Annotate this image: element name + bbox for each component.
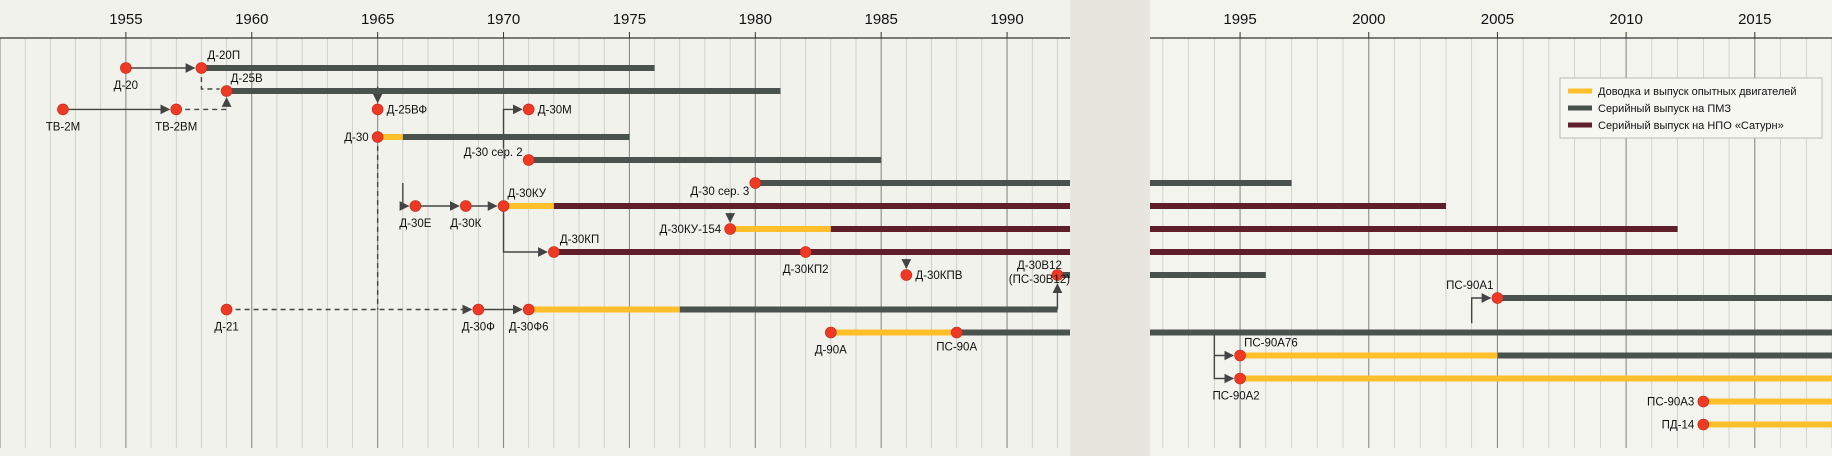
engine-label: Д-30В12 (ПС-30В12) <box>1009 260 1070 286</box>
tick-label: 2000 <box>1352 11 1385 28</box>
engine-point <box>522 103 535 116</box>
engine-label: Д-30КУ-154 <box>660 224 722 236</box>
engine-label: Д-30КПВ <box>915 270 962 282</box>
engine-label: Д-30Е <box>399 218 431 230</box>
engine-label: Д-30К <box>450 218 481 230</box>
tick-label: 2010 <box>1609 11 1642 28</box>
tick-label: 1995 <box>1223 11 1256 28</box>
connector-line <box>1471 293 1492 324</box>
engine-label: Д-30 сер. 3 <box>690 186 749 198</box>
engine-label: ПД-14 <box>1662 420 1695 432</box>
legend: Доводка и выпуск опытных двигателей Серий… <box>1559 77 1823 139</box>
engine-point <box>220 303 233 316</box>
legend-label-dev: Доводка и выпуск опытных двигателей <box>1598 86 1797 98</box>
engine-label: Д-30КП2 <box>783 264 829 276</box>
connectors <box>62 63 1492 384</box>
tick-label: 1980 <box>739 11 772 28</box>
tick-label: 1970 <box>487 11 520 28</box>
engine-point <box>120 62 132 74</box>
engine-label: ПС-90А3 <box>1647 397 1694 409</box>
engine-point <box>1051 269 1064 281</box>
engine-point <box>749 177 762 189</box>
connector-line <box>502 206 548 257</box>
engine-point <box>459 200 472 212</box>
tick-label: 1955 <box>109 11 142 28</box>
tick-label: 1990 <box>990 11 1023 28</box>
engine-point <box>170 103 183 116</box>
engine-label: Д-90А <box>815 345 847 357</box>
engine-label: ТВ-2ВМ <box>155 121 197 133</box>
engine-point <box>409 200 422 212</box>
engine-label: Д-30Ф <box>462 322 495 334</box>
tick-label: 1965 <box>361 11 394 28</box>
engine-point <box>1234 372 1246 385</box>
engine-label: Д-30 сер. 2 <box>464 147 523 159</box>
engine-label: ПС-90А <box>936 342 977 354</box>
engine-point <box>522 303 535 316</box>
legend-box <box>1559 77 1823 139</box>
engine-label: Д-20 <box>114 80 138 92</box>
engine-point <box>472 303 485 316</box>
connector-line <box>1213 332 1235 384</box>
engine-label: Д-30М <box>538 104 572 116</box>
engine-point <box>1697 418 1710 431</box>
engine-label: Д-20П <box>207 50 240 62</box>
engine-label: ТВ-2М <box>46 121 81 133</box>
x-axis: 1955 1960 1965 1970 1975 1980 1985 1990 1995 2000… <box>0 11 1832 39</box>
engine-point <box>371 131 384 143</box>
engine-point <box>900 269 913 281</box>
engine-point <box>799 246 812 258</box>
engine-point <box>724 223 736 235</box>
engine-point <box>1697 395 1710 408</box>
tick-label: 1975 <box>613 11 646 28</box>
engine-label: ПС-90А1 <box>1446 280 1493 292</box>
legend-label-saturn: Серийный выпуск на НПО «Сатурн» <box>1598 120 1784 132</box>
connector-line <box>176 97 232 111</box>
engine-point <box>1491 292 1504 304</box>
gutter <box>1070 0 1150 456</box>
engine-point <box>57 103 69 116</box>
connector-line <box>399 183 410 211</box>
engine-point <box>950 326 963 339</box>
engine-label: Д-25ВФ <box>387 104 428 116</box>
engine-point <box>825 326 837 339</box>
engine-point <box>497 200 510 212</box>
connector-line <box>200 68 220 90</box>
engine-label: Д-30КУ <box>508 188 547 200</box>
tick-label: 2015 <box>1738 11 1771 28</box>
engine-label: Д-21 <box>214 322 238 334</box>
tick-label: 1960 <box>235 11 268 28</box>
engine-label: Д-30Ф6 <box>509 322 549 334</box>
engine-point <box>522 154 535 166</box>
engine-point <box>371 103 384 116</box>
engine-point <box>220 85 233 97</box>
engine-label: Д-30КП <box>560 234 599 246</box>
tick-label: 1985 <box>864 11 897 28</box>
engine-point <box>548 246 560 258</box>
legend-label-pmz: Серийный выпуск на ПМЗ <box>1598 103 1731 115</box>
engine-point <box>1234 349 1246 362</box>
engine-label: ПС-90А2 <box>1212 391 1259 403</box>
engine-label: Д-25В <box>231 73 263 85</box>
bars <box>201 65 1832 428</box>
tick-label: 2005 <box>1481 11 1514 28</box>
engine-label: ПС-90А76 <box>1244 338 1298 350</box>
engine-label: Д-30 <box>344 132 368 144</box>
points: Д-20 Д-20П Д-25В ТВ-2М ТВ-2ВМ Д-25ВФ Д-30М Д-30… <box>46 50 1710 432</box>
engine-point <box>195 62 208 74</box>
